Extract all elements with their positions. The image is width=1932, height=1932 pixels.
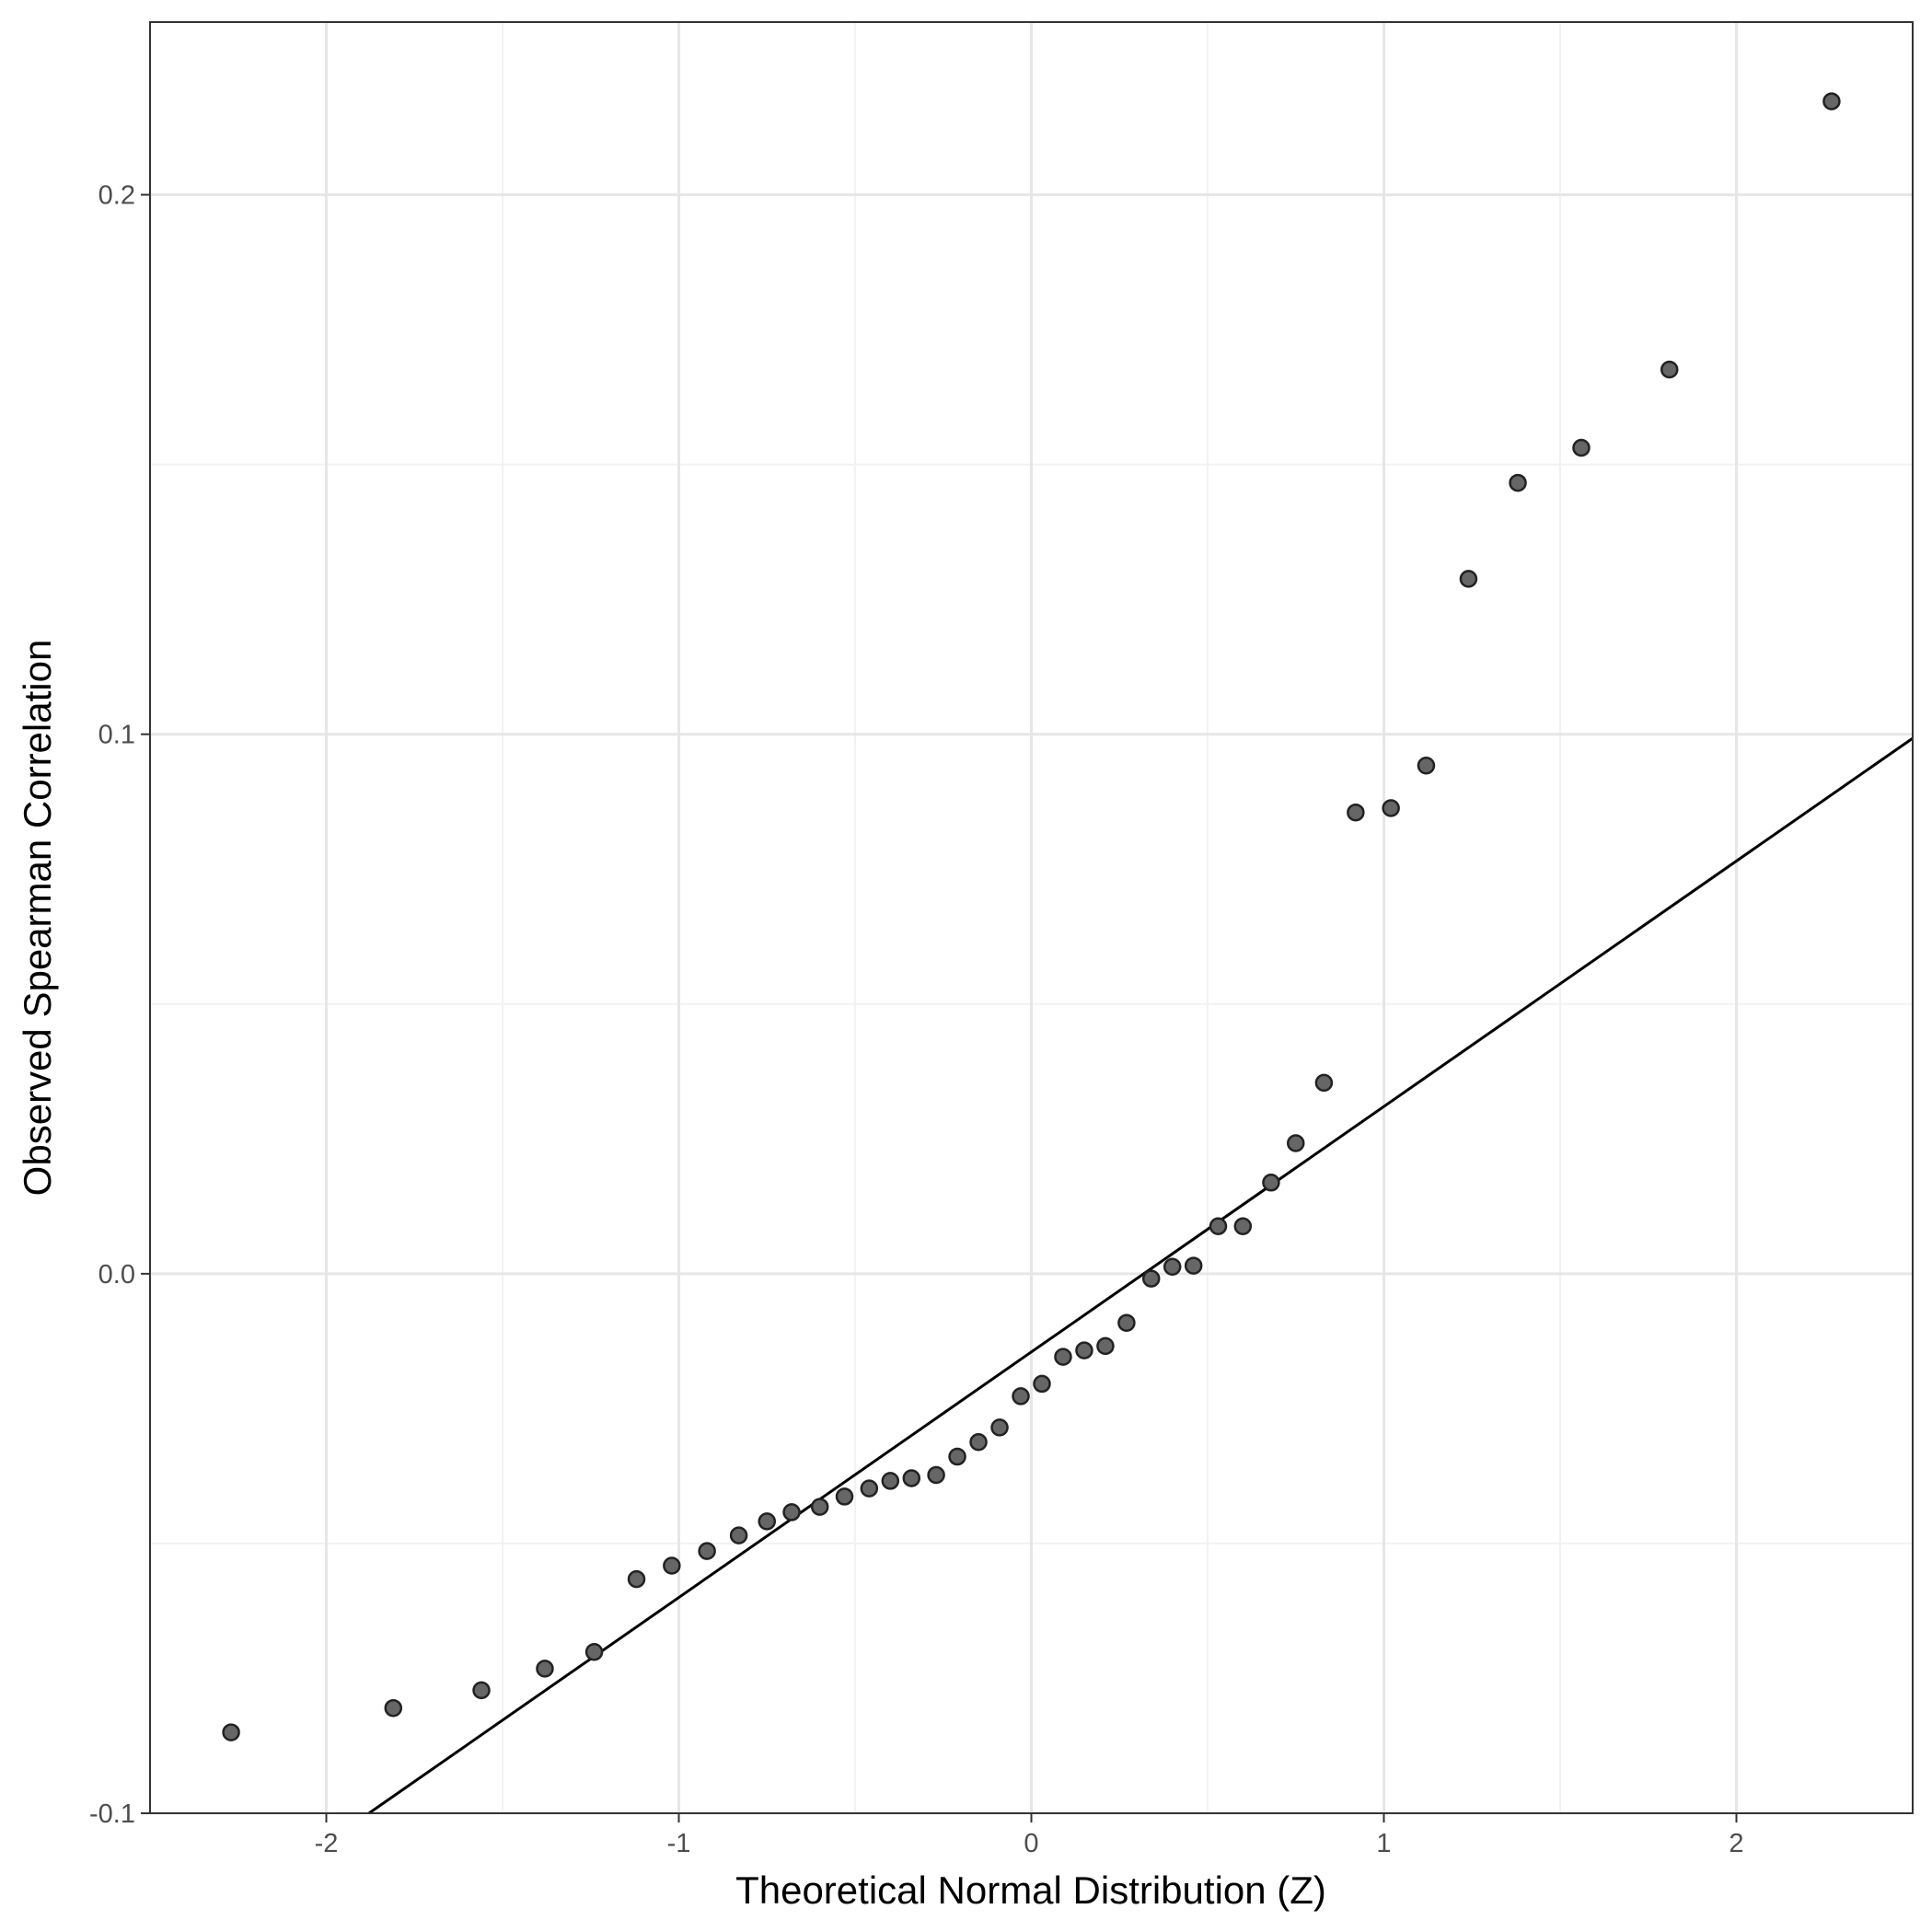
data-point bbox=[758, 1512, 776, 1531]
data-point bbox=[1417, 756, 1436, 775]
data-point bbox=[860, 1479, 879, 1498]
data-point bbox=[536, 1660, 554, 1678]
y-axis-ticks: -0.1 0.0 0.1 0.2 bbox=[89, 181, 150, 1829]
data-point bbox=[969, 1432, 988, 1452]
qq-reference-line bbox=[367, 736, 1914, 1815]
data-point bbox=[1382, 799, 1400, 817]
data-point bbox=[902, 1469, 921, 1487]
y-tick-label: 0.2 bbox=[98, 181, 135, 211]
data-point bbox=[1184, 1256, 1203, 1275]
data-point bbox=[1347, 803, 1365, 822]
data-point bbox=[1054, 1348, 1072, 1366]
x-tick-label: 2 bbox=[1729, 1829, 1743, 1858]
data-point bbox=[835, 1487, 854, 1506]
reference-line-layer bbox=[367, 736, 1914, 1815]
data-point bbox=[384, 1698, 403, 1718]
x-tick-label: -2 bbox=[315, 1829, 339, 1858]
data-points bbox=[222, 92, 1841, 1741]
y-axis-title: Observed Spearman Correlation bbox=[16, 640, 59, 1197]
data-point bbox=[698, 1542, 716, 1560]
data-point bbox=[881, 1472, 900, 1490]
y-tick-label: -0.1 bbox=[89, 1799, 135, 1829]
data-point bbox=[948, 1447, 966, 1466]
x-tick-label: 0 bbox=[1024, 1829, 1038, 1858]
data-point bbox=[1262, 1174, 1280, 1192]
data-point bbox=[222, 1723, 240, 1741]
data-point bbox=[1012, 1387, 1030, 1406]
data-point bbox=[1163, 1257, 1182, 1276]
x-tick-label: 1 bbox=[1376, 1829, 1391, 1858]
x-tick-label: -1 bbox=[667, 1829, 691, 1858]
data-point bbox=[663, 1556, 681, 1575]
x-axis-ticks: -2 -1 0 1 2 bbox=[315, 1813, 1744, 1858]
y-tick-label: 0.0 bbox=[98, 1260, 135, 1290]
data-point bbox=[584, 1642, 604, 1661]
major-grid bbox=[150, 22, 1913, 1813]
data-point bbox=[1033, 1374, 1051, 1394]
data-point bbox=[472, 1681, 491, 1700]
data-point bbox=[1314, 1073, 1334, 1093]
data-point bbox=[810, 1498, 829, 1516]
data-point bbox=[1075, 1341, 1093, 1359]
data-point bbox=[1141, 1269, 1161, 1288]
data-point bbox=[990, 1418, 1009, 1437]
data-point bbox=[1660, 360, 1679, 379]
data-point bbox=[729, 1526, 748, 1544]
data-point bbox=[1509, 473, 1527, 492]
data-point bbox=[1822, 92, 1841, 110]
data-point bbox=[1209, 1217, 1228, 1236]
data-point bbox=[1117, 1313, 1136, 1332]
data-point bbox=[627, 1569, 646, 1589]
data-point bbox=[1287, 1134, 1305, 1152]
x-axis-title: Theoretical Normal Distribution (Z) bbox=[735, 1868, 1326, 1912]
data-point bbox=[1233, 1217, 1253, 1236]
data-point bbox=[927, 1465, 945, 1485]
data-point bbox=[1096, 1336, 1115, 1356]
y-tick-label: 0.1 bbox=[98, 721, 135, 750]
data-point bbox=[1459, 570, 1478, 588]
data-point bbox=[1572, 438, 1591, 457]
data-point bbox=[782, 1503, 801, 1521]
